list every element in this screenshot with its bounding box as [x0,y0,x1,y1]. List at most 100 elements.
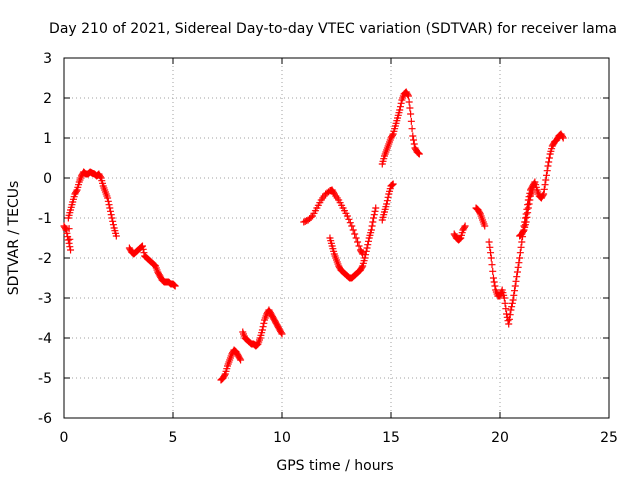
x-tick-label: 0 [60,430,69,446]
data-point [404,91,412,99]
data-point [396,106,404,114]
data-point [456,235,464,243]
data-point [509,296,517,304]
data-point [505,315,513,323]
data-point [513,268,521,276]
data-point [277,329,285,337]
data-point [107,211,115,219]
data-point [523,205,531,213]
data-point [543,167,551,175]
x-tick-labels: 0 5 10 15 20 25 [60,430,618,446]
data-point [139,245,147,253]
y-tick-label: 2 [43,91,52,107]
y-tick-label: -4 [38,331,52,347]
data-point [513,273,521,281]
data-point [369,218,377,226]
data-point [404,92,412,100]
data-point [351,230,359,238]
data-point [364,237,372,245]
data-point [522,210,530,218]
data-point [170,281,178,289]
data-point [96,173,104,181]
data-point [491,282,499,290]
data-point [348,222,356,230]
data-point [72,187,80,195]
data-point [358,249,366,257]
data-point [105,201,113,209]
y-tick-label: 1 [43,131,52,147]
data-point [558,133,566,141]
data-point [529,186,537,194]
data-point [510,291,518,299]
data-point [236,355,244,363]
y-tick-label: -1 [38,211,52,227]
data-point [505,320,513,328]
data-point [506,311,514,319]
data-point [66,243,74,251]
gridlines [64,58,609,418]
data-point [65,239,73,247]
data-point [388,181,396,189]
chart-title: Day 210 of 2021, Sidereal Day-to-day VTE… [49,21,617,37]
data-point [112,232,120,240]
x-tick-label: 10 [273,430,291,446]
data-point [524,201,532,209]
data-point [358,263,366,271]
data-point [455,235,463,243]
data-point [260,319,268,327]
data-point [258,326,266,334]
data-point [521,214,529,222]
data-point [540,185,548,193]
data-point [516,249,524,257]
data-point [221,371,229,379]
data-point [370,214,378,222]
data-point [501,299,509,307]
data-point [384,193,392,201]
data-point [502,305,510,313]
data-point [460,223,468,231]
data-point [352,234,360,242]
data-point [307,213,315,221]
data-point [345,215,353,223]
data-point [367,226,375,234]
data-point [354,238,362,246]
data-point [414,149,422,157]
data-point [361,254,369,262]
data-point [524,204,532,212]
data-point [407,117,415,125]
data-point [65,225,73,233]
data-point [109,221,117,229]
y-tick-labels: -6 -5 -4 -3 -2 -1 0 1 2 3 [38,51,52,427]
data-point [372,204,380,212]
data-point [481,222,489,230]
data-point [522,218,530,226]
data-point [67,246,75,254]
data-point [278,330,286,338]
data-point [371,207,379,215]
data-point [363,244,371,252]
data-point [490,278,498,286]
data-point [526,196,534,204]
data-point [503,310,511,318]
data-point [515,259,523,267]
data-point [138,242,146,250]
data-point [405,98,413,106]
data-point [525,200,533,208]
data-point [489,274,497,282]
data-point [409,132,417,140]
data-point [346,219,354,227]
data-point [388,131,396,139]
data-point [512,277,520,285]
data-point [516,254,524,262]
data-point [508,303,516,311]
data-point [523,213,531,221]
data-point [237,356,245,364]
data-point [349,226,357,234]
data-point [63,229,71,237]
data-point [541,181,549,189]
data-point [514,263,522,271]
x-tick-label: 20 [491,430,509,446]
data-point [415,150,423,158]
data-point [364,241,372,249]
data-point [170,281,178,289]
